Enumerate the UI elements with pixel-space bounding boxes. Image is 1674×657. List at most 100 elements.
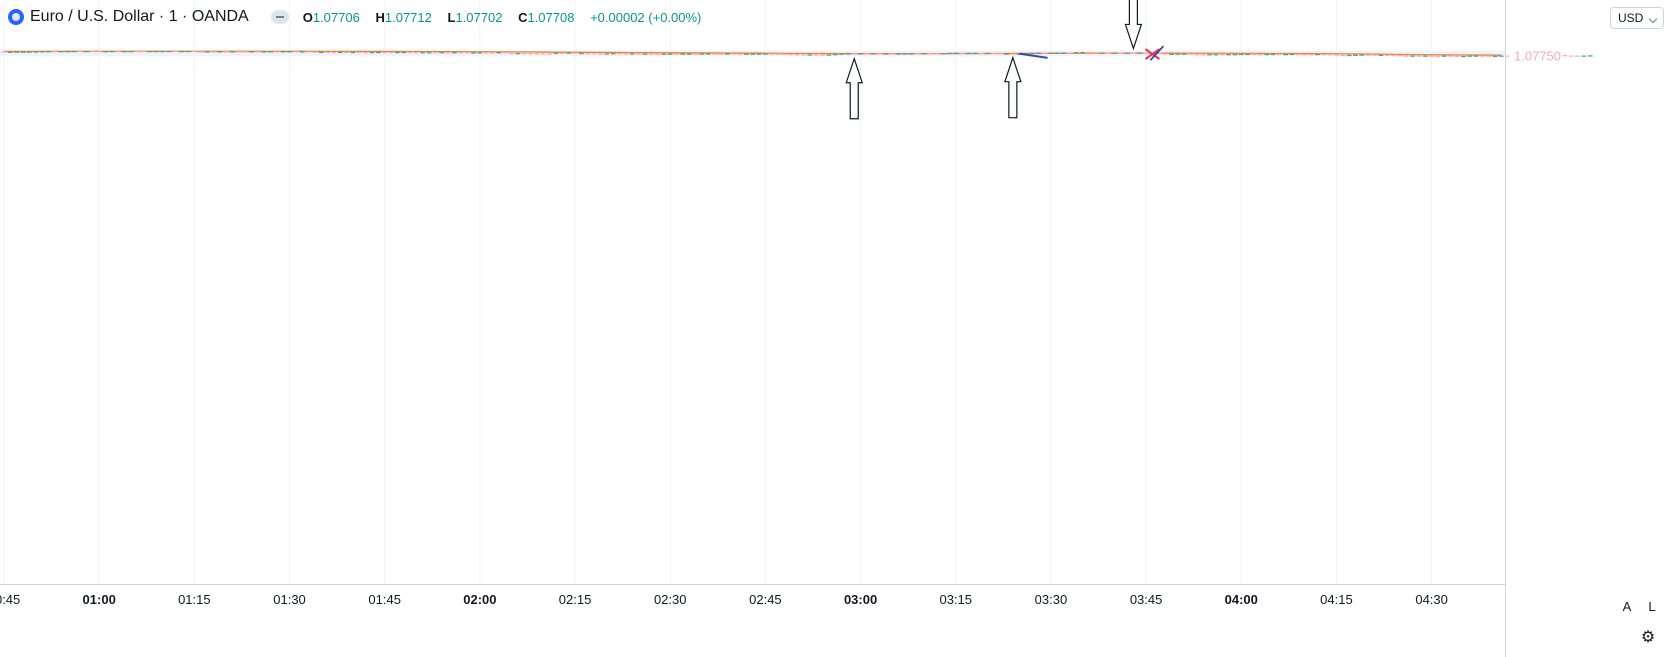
candle-body [915,53,921,55]
candle-body [902,53,908,55]
candle-body [534,53,540,55]
candle [953,52,959,54]
candle-body [1359,54,1365,56]
candle [382,51,388,54]
candle-body [1454,55,1460,58]
low-label: L [447,9,456,25]
collapse-pill-icon[interactable] [270,10,289,24]
candle [1073,52,1079,54]
candle [356,51,362,54]
candle-body [1429,55,1435,57]
candle-body [559,52,565,55]
candle [1327,53,1333,56]
candle-body [1162,53,1168,55]
candle [1092,52,1098,54]
candle-body [870,53,876,55]
candle [1353,54,1358,56]
candle [1441,55,1447,57]
candle-body [1422,55,1428,57]
time-tick-label: 01:15 [178,592,211,607]
candle [1276,53,1282,56]
candle-body [1416,55,1422,57]
candle-body [1391,54,1396,57]
candle [331,51,337,54]
candle-body [1295,53,1301,56]
candle [883,53,889,55]
candle-body [1334,54,1339,56]
candle [96,51,102,53]
candle [115,50,121,53]
candle-body [864,53,870,55]
candle [46,50,51,53]
candle-body [1340,54,1346,57]
candle [1308,53,1314,56]
candle [585,52,591,55]
candle [502,52,508,54]
auto-scale-button[interactable]: A [1622,599,1632,614]
gear-icon[interactable]: ⚙ [1640,629,1656,646]
time-tick-label: 01:30 [273,592,306,607]
candle-body [642,53,648,55]
candle [566,52,572,54]
candle [375,51,381,54]
candle [534,53,540,55]
candle-body [458,52,464,54]
candle [1416,55,1422,57]
log-scale-button[interactable]: L [1648,599,1656,614]
candle [166,50,172,53]
candle-body [375,51,381,54]
candle-body [966,52,971,55]
candle [1048,52,1054,54]
candle [1334,54,1339,56]
price-scale[interactable]: 1.078501.078401.078301.078201.078101.078… [1505,0,1562,657]
candle [490,52,495,54]
currency-select[interactable]: USD [1610,7,1664,29]
time-tick-label: 01:45 [368,592,401,607]
candle-body [1562,55,1568,57]
candle-body [1283,54,1289,56]
candle [680,53,686,55]
candle [1111,52,1117,54]
symbol-title[interactable]: Euro / U.S. Dollar · 1 · OANDA [30,8,249,25]
candle [712,53,718,55]
candle-body [1276,53,1282,56]
candle [1505,55,1511,57]
candle [1587,55,1593,57]
candle-body [972,52,978,55]
candle-body [610,53,616,55]
candle [870,53,876,55]
candle [769,53,775,55]
candle-body [261,51,267,53]
candle-body [52,51,58,53]
candle [414,52,419,54]
candle-body [1054,52,1060,54]
candle [299,51,305,53]
candle-body [1067,52,1073,54]
candle-body [1232,54,1238,56]
candle-body [1181,53,1187,55]
candle-body [617,53,622,55]
candle [128,50,134,53]
candle [782,53,787,55]
trend-line-annotation [1019,52,1048,59]
time-tick-label: 03:15 [939,592,972,607]
candle [877,53,883,55]
candle-body [71,51,77,53]
candle-body [1213,54,1219,56]
candle-body [230,51,235,53]
symbol-header: Euro / U.S. Dollar · 1 · OANDA O1.07706 … [8,6,707,28]
candle [1340,54,1346,57]
time-axis[interactable]: 00:45 01:00 01:15 01:30 01:45 02:00 02:15 02:30… [0,584,1505,608]
candle [1004,53,1009,55]
candle-body [268,51,273,53]
candle-body [889,53,895,55]
candle [255,51,261,53]
candle [204,51,210,53]
candle-body [1505,55,1511,57]
candle [1162,53,1168,55]
candle [236,51,242,53]
candle [813,54,819,56]
candle [1359,54,1365,56]
candle-body [953,52,959,54]
